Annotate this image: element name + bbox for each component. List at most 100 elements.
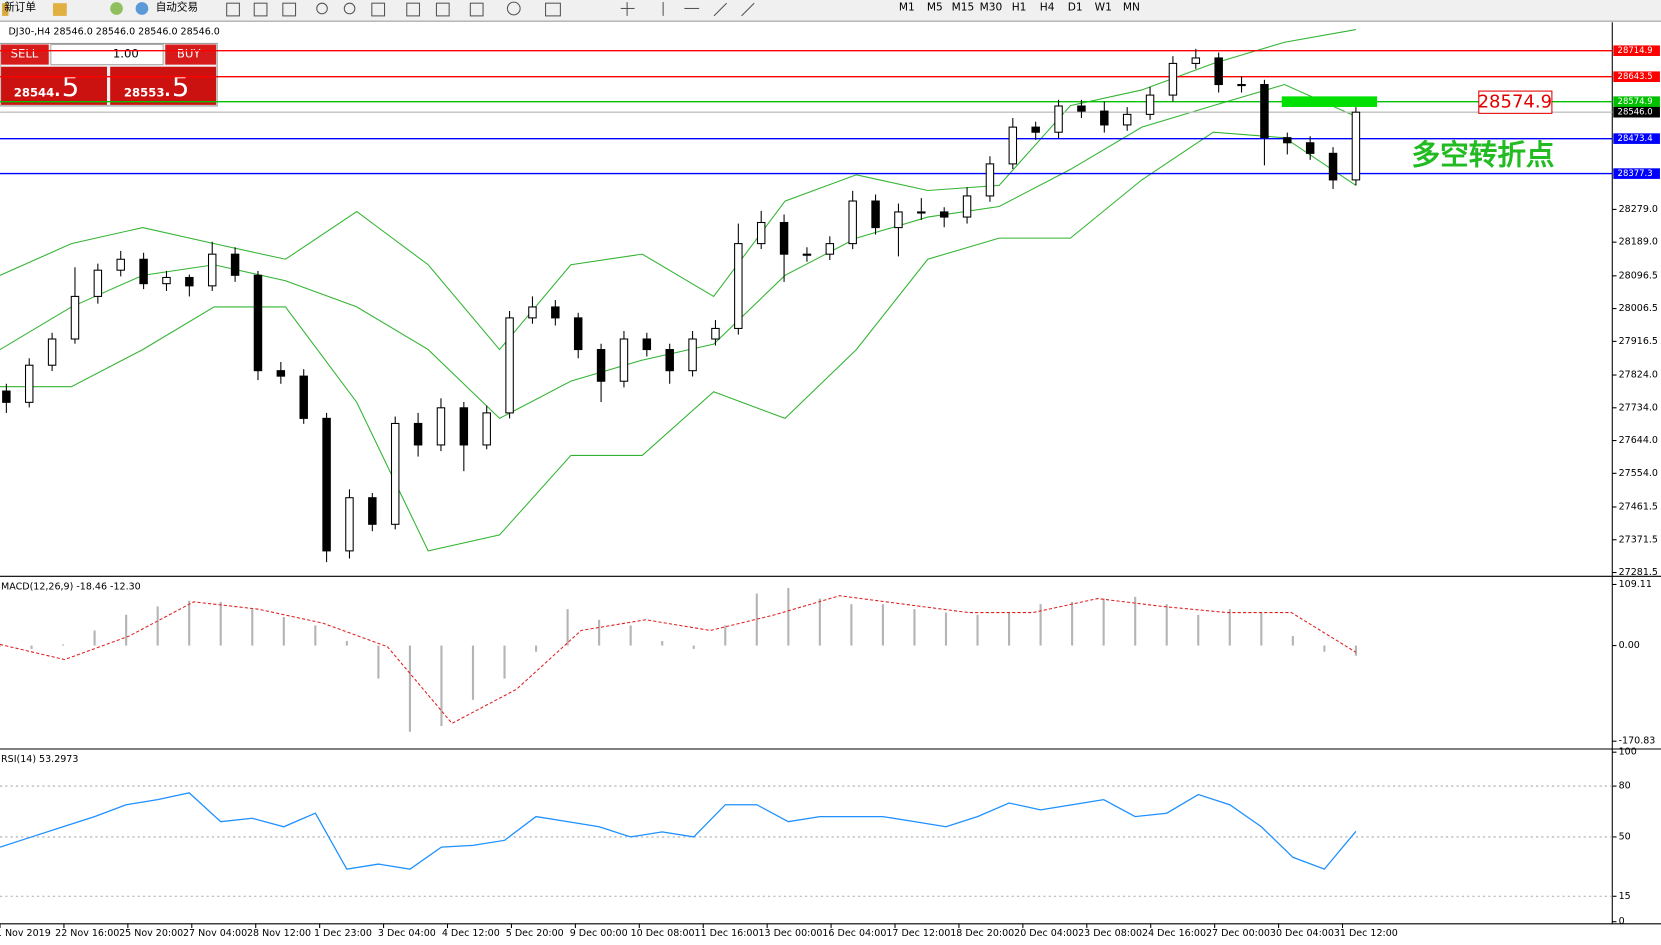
- candle-body: [116, 258, 125, 271]
- annotation: 多空转折点: [1412, 137, 1555, 171]
- y-tick-label: 27916.5: [1619, 336, 1658, 347]
- level-label-bg: [1613, 168, 1660, 179]
- lots-input[interactable]: [50, 43, 164, 66]
- buy-label: BUY: [177, 47, 202, 61]
- timeframe[interactable]: M5: [927, 1, 943, 13]
- level-label: 28546.0: [1618, 107, 1653, 117]
- candle-body: [139, 258, 148, 285]
- ask-pips: .5: [163, 71, 189, 103]
- candle-body: [207, 253, 217, 287]
- ask-main: 28553: [124, 86, 164, 100]
- ask-box[interactable]: [110, 66, 217, 105]
- candle-body: [802, 253, 812, 256]
- candle-body: [436, 407, 446, 446]
- y-tick-label: 28006.5: [1619, 303, 1658, 314]
- bollinger-lower: [0, 131, 1357, 552]
- y-tick-label: 28189.0: [1619, 237, 1658, 248]
- x-tick-label: 27 Nov 04:00: [183, 928, 247, 939]
- buy-button[interactable]: [165, 44, 217, 65]
- candle-body: [734, 243, 743, 329]
- candle-body: [642, 338, 652, 351]
- bid-main: 28544: [14, 86, 54, 100]
- y-tick-label: 27644.0: [1619, 435, 1658, 446]
- y-tick-label: 27824.0: [1619, 370, 1658, 381]
- timeframe[interactable]: W1: [1095, 1, 1112, 13]
- candle-body: [162, 276, 171, 285]
- x-tick-label: 9 Dec 00:00: [570, 928, 628, 939]
- candle-body: [551, 306, 560, 319]
- candle-body: [985, 163, 995, 197]
- candle-body: [917, 211, 926, 214]
- candle-body: [2, 390, 11, 403]
- candle-body: [688, 338, 697, 372]
- timeframe[interactable]: MN: [1123, 1, 1140, 13]
- x-tick-label: 22 Nov 16:00: [55, 928, 119, 939]
- new-order[interactable]: 新订单: [4, 0, 36, 13]
- candle-body: [1054, 105, 1063, 133]
- x-tick-label: 10 Dec 08:00: [631, 928, 695, 939]
- tool-icons[interactable]: [226, 1, 755, 17]
- candle-body: [711, 327, 720, 340]
- candle-body: [619, 338, 629, 382]
- y-tick-label: 100: [1619, 747, 1637, 758]
- timeframe[interactable]: M30: [980, 1, 1003, 13]
- x-tick-label: 25 Nov 20:00: [119, 928, 183, 939]
- candle-body: [253, 274, 263, 372]
- x-tick-label: 1 Nov 2019: [0, 928, 51, 939]
- y-tick-label: 28279.0: [1619, 204, 1658, 215]
- level-label: 28643.5: [1618, 71, 1653, 81]
- icon[interactable]: [52, 3, 67, 16]
- rsi-line: [0, 792, 1357, 870]
- level-label: 28473.4: [1618, 133, 1653, 143]
- y-tick-label: 27281.5: [1619, 567, 1658, 578]
- candle-body: [1214, 57, 1223, 86]
- y-tick-label: 80: [1619, 781, 1631, 792]
- x-tick-label: 13 Dec 00:00: [758, 928, 822, 939]
- toolbar: [0, 0, 1661, 22]
- auto-trading[interactable]: 自动交易: [156, 0, 198, 13]
- level-label: 28574.9: [1618, 96, 1653, 106]
- timeframe[interactable]: M1: [899, 1, 915, 13]
- candle-body: [459, 407, 469, 446]
- candle-body: [848, 200, 857, 245]
- candle-body: [665, 349, 674, 372]
- candle-body: [276, 370, 286, 377]
- timeframe[interactable]: H4: [1040, 1, 1055, 13]
- level-label-bg: [1613, 96, 1660, 107]
- lots: 1.00: [113, 47, 139, 61]
- candle-body: [1100, 110, 1109, 126]
- candle-body: [24, 364, 34, 403]
- y-tick-label: 27461.5: [1619, 502, 1658, 513]
- x-tick-label: 5 Dec 20:00: [506, 928, 564, 939]
- candle-body: [185, 276, 194, 287]
- sell-label: SELL: [11, 47, 39, 61]
- price-box-label: 28574.9: [1478, 92, 1552, 113]
- chart-area: [0, 22, 1613, 924]
- x-tick-label: 28 Nov 12:00: [247, 928, 311, 939]
- price-box: [1478, 90, 1553, 114]
- timeframe[interactable]: D1: [1068, 1, 1083, 13]
- y-tick-label: 27734.0: [1619, 402, 1658, 413]
- timeframe[interactable]: M15: [952, 1, 975, 13]
- candle-body: [505, 317, 514, 414]
- level-label-bg: [1613, 71, 1660, 83]
- candle-body: [70, 295, 80, 340]
- bid-box[interactable]: [1, 66, 107, 105]
- candle-body: [1328, 152, 1338, 181]
- x-tick-label: 4 Dec 12:00: [442, 928, 500, 939]
- timeframe[interactable]: H1: [1012, 1, 1027, 13]
- icon[interactable]: [135, 2, 149, 15]
- candle-body: [939, 211, 949, 218]
- y-tick-label: 109.11: [1619, 579, 1652, 590]
- sell-button[interactable]: [1, 44, 49, 65]
- candle-body: [825, 243, 835, 255]
- y-tick-label: 0.00: [1619, 640, 1640, 651]
- candle-body: [482, 412, 491, 446]
- level-label-bg: [1613, 106, 1660, 118]
- candle-body: [871, 200, 880, 229]
- icon: [2, 3, 9, 16]
- candle-body: [1305, 142, 1315, 154]
- icon[interactable]: [110, 2, 123, 15]
- y-tick-label: 27554.0: [1619, 468, 1658, 479]
